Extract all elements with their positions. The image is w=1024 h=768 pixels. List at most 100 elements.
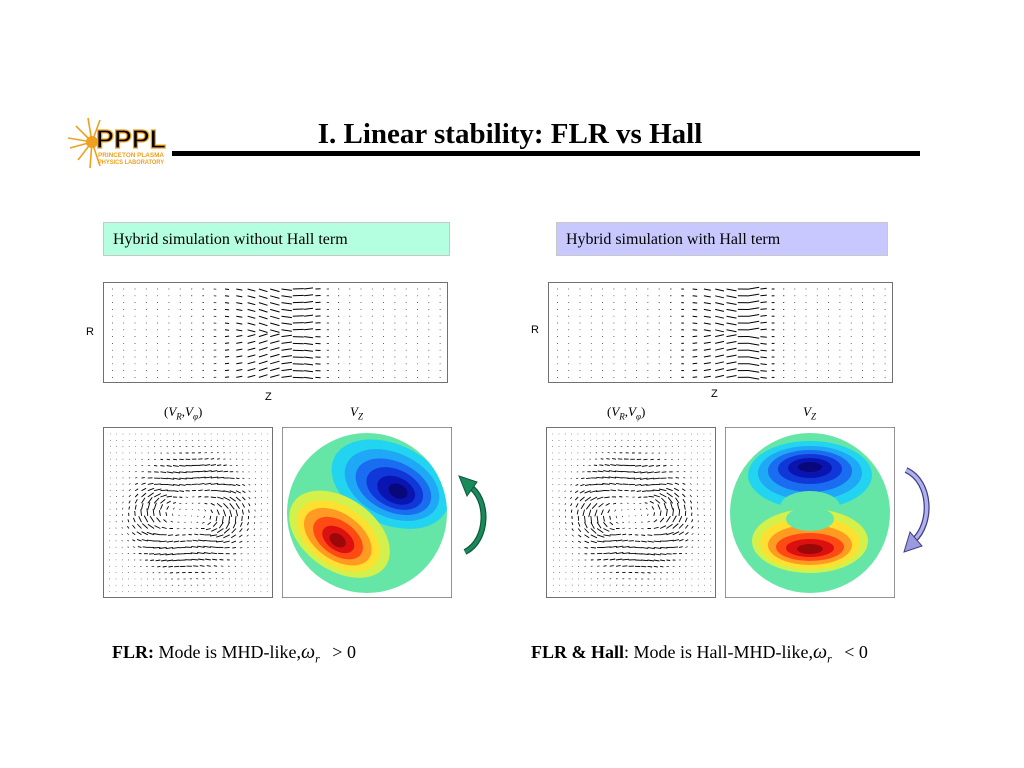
vector-arrow [749,342,760,346]
vector-arrow [239,540,243,543]
vector-arrow [135,477,138,479]
vector-arrow [608,470,617,473]
vector-arrow [235,483,241,487]
vector-arrow [692,288,698,290]
vector-arrow [246,534,249,537]
vector-arrow [715,308,725,312]
vector-arrow [641,559,649,562]
vector-arrow [663,465,667,467]
vector-arrow [206,565,211,567]
vector-arrow [696,501,699,504]
vector-arrow [584,534,590,539]
vector-arrow [681,488,686,492]
vector-arrow [591,502,598,510]
vector-arrow [246,540,249,543]
vector-arrow [138,516,142,523]
vector-arrow [760,308,767,310]
vector-arrow [132,539,136,542]
vector-arrow [204,470,212,473]
vector-arrow [610,464,617,466]
vector-arrow [571,534,574,537]
vector-arrow [128,500,131,504]
vector-arrow [179,483,186,486]
vector-arrow [153,502,157,510]
z-axis-label-right: Z [711,388,718,400]
vector-arrow [270,315,280,320]
vector-arrow [684,510,687,516]
vector-arrow [614,470,623,473]
vector-arrow [210,464,216,466]
vector-arrow [760,342,767,345]
vector-arrow [216,496,224,500]
vz-positive-lobe-left [289,490,390,578]
vector-arrow [564,490,566,492]
vector-arrow [211,528,218,532]
vector-arrow [199,565,205,567]
vector-arrow [590,496,598,501]
vector-arrow [304,363,314,366]
vector-arrow [159,540,167,543]
vector-arrow [154,483,162,485]
vector-arrow [609,545,618,548]
vector-arrow [571,547,574,549]
vector-arrow [639,477,648,480]
vector-arrow [597,540,605,543]
vector-arrow [147,482,154,485]
vector-arrow [603,470,610,473]
rotation-arrow-up-icon [458,475,487,555]
vector-arrow [191,558,199,561]
vector-arrow [270,360,280,365]
vector-arrow [582,509,585,517]
logo-wordmark: PPPL [96,124,166,154]
vector-arrow [141,477,145,479]
vector-arrow [715,354,725,358]
vector-arrow [135,482,138,485]
vector-arrow [692,362,698,365]
vector-arrow [703,302,711,305]
vector-arrow [204,458,209,460]
vector-arrow [576,509,579,515]
vector-arrow [217,490,225,492]
vector-arrow [634,483,642,486]
vector-arrow [224,315,230,318]
vector-arrow [281,334,292,338]
vector-arrow [223,540,230,544]
vector-arrow [649,500,655,504]
vector-arrow [281,329,292,332]
vector-arrow [692,349,698,351]
vector-arrow [667,497,674,504]
vector-arrow [603,521,608,528]
vector-arrow [760,349,767,352]
vector-arrow [615,545,624,548]
vector-arrow [126,532,130,536]
vector-arrow [598,502,604,508]
vr-vphi-label-right: (VR,Vφ) [607,404,646,422]
vector-arrow [703,355,711,358]
vector-arrow [166,559,174,562]
vector-arrow [165,546,174,550]
vector-arrow [147,497,153,504]
vector-arrow [210,496,217,499]
vector-arrow [223,528,230,534]
vector-arrow [577,534,582,538]
vector-arrow [192,539,199,542]
vector-arrow [559,528,561,530]
vector-arrow [199,533,205,536]
vector-arrow [235,503,240,510]
vector-arrow [236,302,243,305]
vector-arrow [682,482,686,485]
vector-arrow [666,559,671,561]
vector-arrow [692,315,698,318]
vector-arrow [564,484,566,486]
vector-arrow [653,526,659,529]
vector-arrow [216,528,224,534]
vector-arrow [653,519,658,523]
vector-arrow [234,515,237,523]
vector-arrow [697,533,700,536]
vector-arrow [229,496,236,502]
vector-arrow [590,546,596,549]
vector-arrow [141,487,147,492]
vector-arrow [565,534,567,537]
vz-contour-plot-left [282,427,452,598]
vector-arrow [253,528,256,531]
